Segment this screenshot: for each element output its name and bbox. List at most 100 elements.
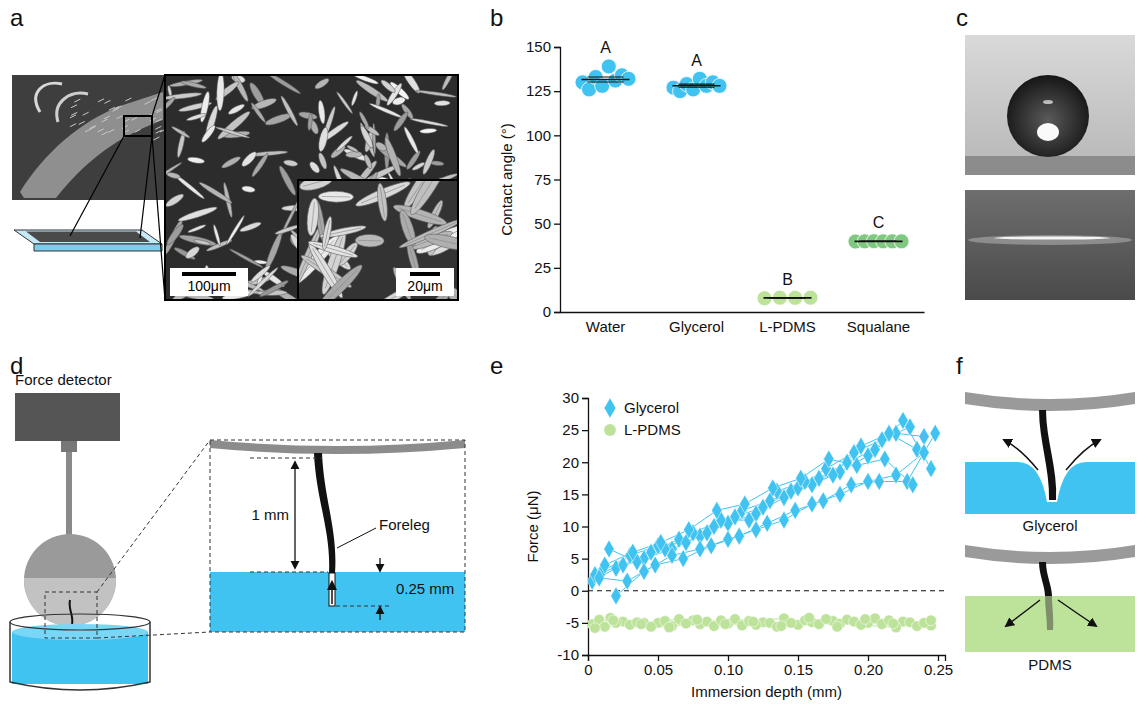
- scale-leaf: [165, 218, 185, 256]
- scale-texture: [71, 105, 77, 108]
- data-point: [611, 587, 621, 605]
- zoom-box: [124, 116, 152, 136]
- y-tick: 25: [534, 259, 560, 276]
- scale-leaf: [298, 111, 318, 121]
- scale-leaf: [165, 161, 182, 185]
- scale-leaf: [382, 136, 403, 177]
- reference-line: [588, 590, 945, 591]
- y-tick: -5: [566, 614, 588, 631]
- error-bar: [588, 76, 624, 77]
- zoom-box: [45, 592, 97, 638]
- tick-label: 0: [571, 582, 579, 599]
- tick-mark: [582, 430, 588, 431]
- scale-leaf: [316, 262, 366, 300]
- scale-bar-label: 20μm: [407, 278, 442, 294]
- tick-label: Water: [586, 318, 625, 335]
- scale-leaf: [345, 151, 362, 158]
- zoom-line: [97, 632, 210, 638]
- panel-a: 100μm20μm: [12, 67, 474, 315]
- data-point: [594, 569, 604, 587]
- scale-leaf: [216, 109, 253, 142]
- tick-mark: [554, 224, 560, 225]
- tick-mark: [554, 312, 560, 313]
- scale-leaf: [240, 150, 259, 169]
- scale-texture: [79, 121, 85, 124]
- slab-film: [26, 232, 150, 243]
- scale-texture: [85, 129, 91, 132]
- tick-label: Glycerol: [669, 318, 724, 335]
- tick-label: L-PDMS: [759, 318, 816, 335]
- data-point: [832, 621, 843, 632]
- scale-leaf: [421, 148, 437, 175]
- data-point: [692, 614, 703, 625]
- scale-texture: [104, 116, 110, 119]
- data-point: [926, 615, 937, 626]
- panel-f: GlycerolPDMS: [965, 392, 1135, 673]
- tick-label: Squalane: [847, 318, 910, 335]
- tick-mark: [582, 655, 588, 656]
- scale-texture: [144, 101, 150, 104]
- legend-label: Glycerol: [624, 399, 679, 416]
- dimension-arrow: [379, 607, 380, 620]
- dish-rim: [10, 614, 150, 630]
- arrow: [1066, 440, 1100, 470]
- scale-texture: [153, 137, 159, 140]
- data-point: [768, 479, 778, 497]
- data-point: [828, 466, 838, 484]
- panel-c: [965, 35, 1135, 300]
- scale-leaf: [229, 248, 264, 269]
- scale-texture: [98, 129, 104, 132]
- mean-line: [855, 241, 903, 243]
- scale-leaf: [165, 223, 186, 247]
- scale-leaf: [298, 180, 334, 193]
- scale-leaf: [193, 239, 210, 246]
- scale-leaf: [212, 224, 221, 246]
- data-point: [667, 546, 677, 564]
- tick-label: 0.05: [644, 661, 673, 678]
- scale-texture: [135, 129, 141, 132]
- scale-leaf: [220, 155, 241, 170]
- error-bar: [770, 297, 806, 298]
- rod: [66, 452, 72, 537]
- plot-area: [588, 411, 945, 633]
- panel-letter: c: [956, 4, 968, 31]
- scale-leaf: [392, 110, 410, 132]
- scale-leaf: [318, 191, 353, 202]
- zoom-line: [152, 136, 165, 300]
- y-axis: 0255075100125150: [526, 38, 561, 320]
- data-point: [628, 543, 638, 561]
- force-detector: [15, 393, 120, 441]
- x-tick: Glycerol: [669, 312, 724, 335]
- scale-leaf: [379, 78, 397, 94]
- sem-frame: [165, 75, 458, 300]
- x-tick: L-PDMS: [759, 312, 816, 335]
- photo-background: [965, 190, 1135, 300]
- inset-frame: [298, 180, 458, 300]
- scale-bar-patch: [170, 268, 248, 296]
- scale-leaf: [198, 180, 233, 205]
- data-point: [656, 533, 666, 551]
- sem-zoom: [165, 75, 458, 300]
- data-point: [681, 618, 692, 629]
- legend-symbol: [604, 424, 616, 436]
- label: 0.25 mm: [396, 580, 454, 597]
- scale-texture: [117, 116, 123, 119]
- scale-leaf: [336, 91, 354, 115]
- leaf-ridge: [415, 180, 445, 209]
- y-tick: 75: [534, 171, 560, 188]
- data-point: [860, 614, 871, 625]
- arrow: [1006, 600, 1040, 626]
- scale-leaf: [239, 220, 262, 233]
- data-point: [905, 418, 915, 436]
- data-point: [818, 492, 828, 510]
- scale-texture: [98, 99, 104, 102]
- tick-label: 0.10: [714, 661, 743, 678]
- trial-line: [599, 433, 935, 581]
- scale-texture: [90, 126, 96, 129]
- leg-shape: [20, 92, 163, 198]
- tick-mark: [582, 591, 588, 592]
- x-axis: 00.050.100.150.200.25: [584, 655, 953, 678]
- foreleg: [314, 453, 335, 573]
- data-point: [796, 469, 806, 487]
- leaf-ridge: [324, 270, 358, 300]
